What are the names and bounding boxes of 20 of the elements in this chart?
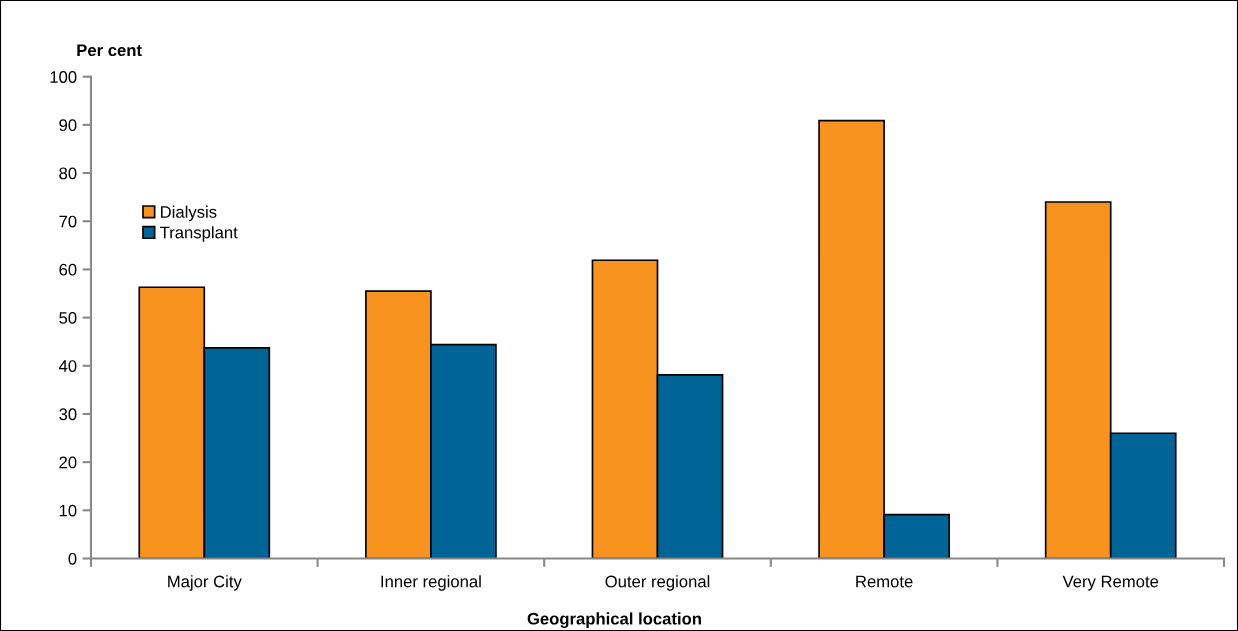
x-tick-label: Very Remote (1062, 575, 1159, 591)
y-tick-label: 20 (59, 456, 77, 469)
y-tick-label: 100 (50, 71, 77, 83)
y-tick-label: 60 (59, 263, 77, 276)
y-axis-title: Per cent (77, 44, 142, 57)
legend-label: Transplant (160, 226, 238, 242)
x-tick-label: Remote (856, 575, 913, 588)
y-tick-label: 50 (59, 312, 77, 324)
y-tick-label: 70 (59, 215, 77, 228)
y-tick-label: 0 (68, 552, 77, 565)
y-tick-label: 80 (59, 167, 77, 180)
y-tick-label: 30 (59, 408, 77, 421)
y-tick-label: 10 (59, 504, 77, 517)
x-tick-label: Major City (168, 575, 242, 591)
y-tick-label: 90 (59, 119, 77, 132)
x-tick-label: Outer regional (605, 575, 710, 591)
x-axis-title: Geographical location (527, 612, 701, 628)
legend-label: Dialysis (161, 205, 217, 222)
x-tick-label: Inner regional (381, 575, 481, 591)
y-tick-label: 40 (58, 360, 77, 372)
